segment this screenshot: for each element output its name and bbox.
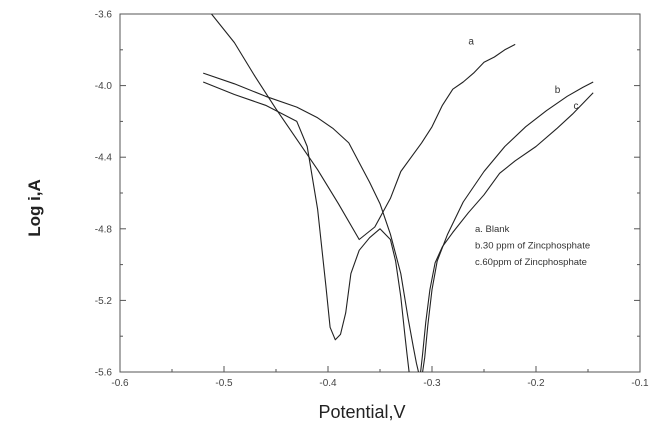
x-tick-label: -0.6 bbox=[111, 378, 129, 389]
plot-frame bbox=[119, 13, 641, 373]
x-tick-label: -0.1 bbox=[631, 378, 649, 389]
y-tick-label: -4.0 bbox=[95, 81, 113, 92]
y-tick-label: -4.8 bbox=[95, 224, 113, 235]
x-axis-title: Potential,V bbox=[318, 402, 405, 422]
curve-label-b: b bbox=[555, 85, 561, 96]
legend-entry: a. Blank bbox=[475, 224, 510, 235]
x-tick-label: -0.2 bbox=[527, 378, 545, 389]
y-tick-label: -4.4 bbox=[95, 153, 113, 164]
curve-label-c: c bbox=[573, 101, 578, 112]
y-tick-label: -5.6 bbox=[95, 368, 113, 379]
legend-entry: b.30 ppm of Zincphosphate bbox=[475, 241, 590, 252]
x-tick-label: -0.3 bbox=[423, 378, 441, 389]
curve-label-a: a bbox=[468, 36, 474, 47]
series-line-a bbox=[211, 14, 516, 241]
legend-entry: c.60ppm of Zincphosphate bbox=[475, 257, 587, 268]
series-line-c bbox=[202, 81, 410, 372]
y-axis-title: Log i,A bbox=[25, 179, 44, 237]
x-tick-label: -0.5 bbox=[215, 378, 233, 389]
series-line-b bbox=[203, 72, 420, 372]
series-line-b bbox=[422, 81, 594, 372]
series-line-c bbox=[420, 92, 594, 372]
y-tick-label: -3.6 bbox=[95, 10, 113, 21]
x-tick-label: -0.4 bbox=[319, 378, 337, 389]
y-tick-label: -5.2 bbox=[95, 296, 113, 307]
